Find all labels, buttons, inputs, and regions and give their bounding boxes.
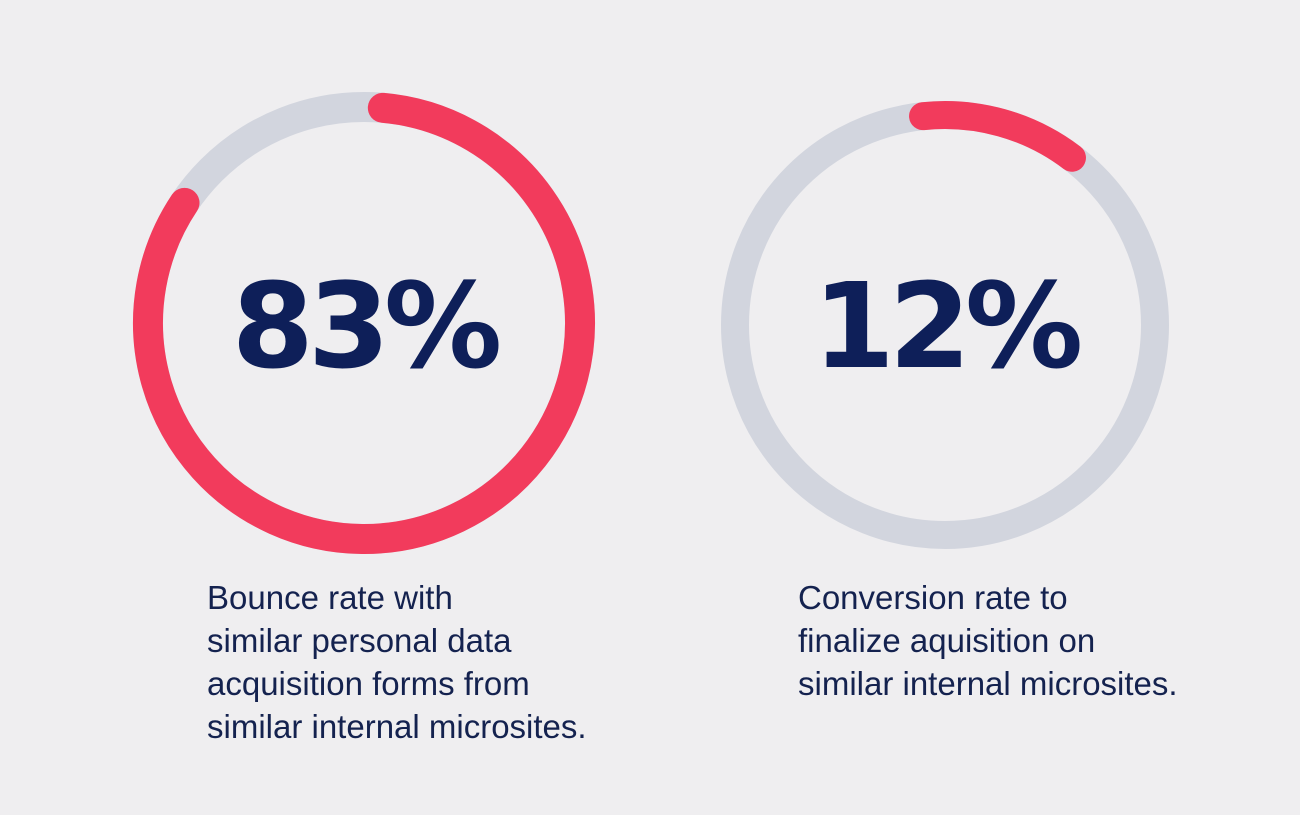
caption-line: Bounce rate with <box>207 579 453 616</box>
caption-line: Conversion rate to <box>798 579 1068 616</box>
caption-line: similar personal data <box>207 622 512 659</box>
bounce-rate-caption: Bounce rate with similar personal data a… <box>207 576 587 748</box>
bounce-rate-value: 83% <box>231 257 502 395</box>
ring-progress-arc <box>133 92 595 554</box>
conversion-rate-caption: Conversion rate to finalize aquisition o… <box>798 576 1178 705</box>
caption-line: finalize aquisition on <box>798 622 1096 659</box>
caption-line: similar internal microsites. <box>207 708 587 745</box>
conversion-rate-value: 12% <box>812 257 1083 395</box>
ring-progress-arc <box>909 101 1086 172</box>
conversion-rate-ring <box>721 101 1169 549</box>
caption-line: similar internal microsites. <box>798 665 1178 702</box>
caption-line: acquisition forms from <box>207 665 530 702</box>
bounce-rate-ring <box>133 92 595 554</box>
